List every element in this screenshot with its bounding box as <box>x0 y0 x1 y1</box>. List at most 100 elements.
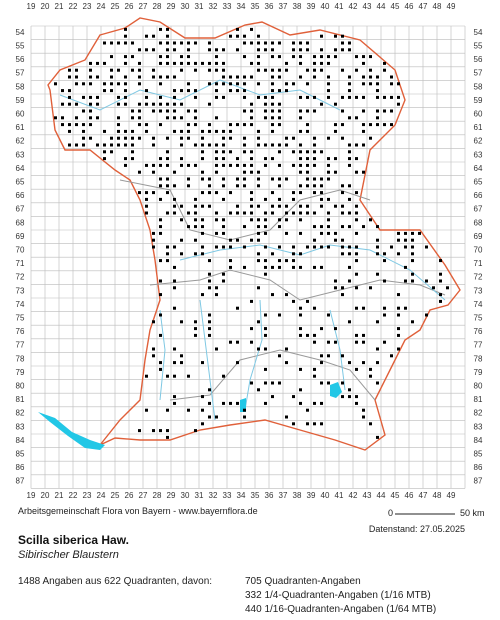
occurrence-dot <box>187 211 190 215</box>
occurrence-dot <box>285 218 288 222</box>
occurrence-dot <box>250 116 253 120</box>
occurrence-dot <box>145 123 148 127</box>
occurrence-dot <box>320 34 323 38</box>
occurrence-dot <box>334 157 337 161</box>
occurrence-dot <box>348 116 351 120</box>
occurrence-dot <box>103 157 106 161</box>
occurrence-dot <box>222 150 225 154</box>
occurrence-dot <box>313 225 316 229</box>
occurrence-dot <box>299 367 302 371</box>
occurrence-dot <box>278 225 281 229</box>
occurrence-dot <box>271 204 274 208</box>
occurrence-dot <box>411 252 414 256</box>
occurrence-dot <box>306 157 309 161</box>
occurrence-dot <box>383 68 386 72</box>
occurrence-dot <box>138 102 141 106</box>
occurrence-dot <box>159 361 162 365</box>
column-label: 25 <box>111 491 120 500</box>
occurrence-dot <box>201 177 204 181</box>
column-label: 44 <box>377 2 386 11</box>
occurrence-dot <box>369 422 372 426</box>
occurrence-dot <box>306 184 309 188</box>
count: 332 1/4-Quadranten-Angaben (1/16 MTB) <box>245 590 431 601</box>
occurrence-dot <box>264 327 267 331</box>
occurrence-dot <box>411 279 414 283</box>
column-label: 29 <box>167 2 176 11</box>
occurrence-dot <box>362 109 365 113</box>
occurrence-dot <box>166 48 169 52</box>
occurrence-dot <box>362 143 365 147</box>
row-label: 62 <box>16 137 25 146</box>
row-label: 74 <box>16 300 25 309</box>
occurrence-dot <box>348 41 351 45</box>
occurrence-dot <box>271 395 274 399</box>
occurrence-dot <box>82 143 85 147</box>
row-label: 59 <box>474 96 483 105</box>
occurrence-dot <box>299 157 302 161</box>
occurrence-dot <box>334 48 337 52</box>
occurrence-dot <box>208 129 211 133</box>
occurrence-dot <box>208 82 211 86</box>
row-label: 84 <box>474 436 483 445</box>
occurrence-dot <box>222 95 225 99</box>
occurrence-dot <box>285 89 288 93</box>
occurrence-dot <box>131 55 134 59</box>
occurrence-dot <box>257 82 260 86</box>
occurrence-dot <box>320 327 323 331</box>
column-label: 26 <box>125 491 134 500</box>
occurrence-dot <box>117 129 120 133</box>
occurrence-dot <box>117 95 120 99</box>
occurrence-dot <box>236 340 239 344</box>
occurrence-dot <box>152 34 155 38</box>
row-label: 67 <box>16 205 25 214</box>
occurrence-dot <box>306 333 309 337</box>
occurrence-dot <box>159 61 162 65</box>
occurrence-dot <box>110 150 113 154</box>
occurrence-dot <box>397 333 400 337</box>
occurrence-dot <box>166 41 169 45</box>
occurrence-dot <box>159 41 162 45</box>
occurrence-dot <box>194 95 197 99</box>
occurrence-dot <box>285 204 288 208</box>
occurrence-dot <box>299 313 302 317</box>
row-label: 79 <box>474 368 483 377</box>
occurrence-dot <box>201 395 204 399</box>
occurrence-dot <box>215 211 218 215</box>
occurrence-dot <box>355 68 358 72</box>
occurrence-dot <box>306 95 309 99</box>
row-label: 85 <box>16 450 25 459</box>
occurrence-dot <box>369 82 372 86</box>
occurrence-dot <box>173 286 176 290</box>
occurrence-dot <box>187 123 190 127</box>
occurrence-dot <box>222 177 225 181</box>
occurrence-dot <box>257 259 260 263</box>
occurrence-dot <box>208 320 211 324</box>
occurrence-dot <box>355 395 358 399</box>
occurrence-dot <box>271 82 274 86</box>
occurrence-dot <box>117 143 120 147</box>
occurrence-dot <box>313 333 316 337</box>
occurrence-dot <box>341 95 344 99</box>
occurrence-dot <box>271 129 274 133</box>
occurrence-dot <box>376 381 379 385</box>
occurrence-dot <box>159 231 162 235</box>
occurrence-dot <box>362 333 365 337</box>
lake <box>240 398 246 412</box>
occurrence-dot <box>257 204 260 208</box>
column-label: 23 <box>83 2 92 11</box>
occurrence-dot <box>152 68 155 72</box>
occurrence-dot <box>250 150 253 154</box>
occurrence-dot <box>159 367 162 371</box>
occurrence-dot <box>327 55 330 59</box>
row-label: 75 <box>474 314 483 323</box>
occurrence-dot <box>306 299 309 303</box>
occurrence-dot <box>334 286 337 290</box>
occurrence-dot <box>166 191 169 195</box>
row-label: 76 <box>474 327 483 336</box>
occurrence-dot <box>257 48 260 52</box>
occurrence-dot <box>201 150 204 154</box>
occurrence-dot <box>355 95 358 99</box>
occurrence-dot <box>194 238 197 242</box>
occurrence-dot <box>355 218 358 222</box>
occurrence-dot <box>362 82 365 86</box>
